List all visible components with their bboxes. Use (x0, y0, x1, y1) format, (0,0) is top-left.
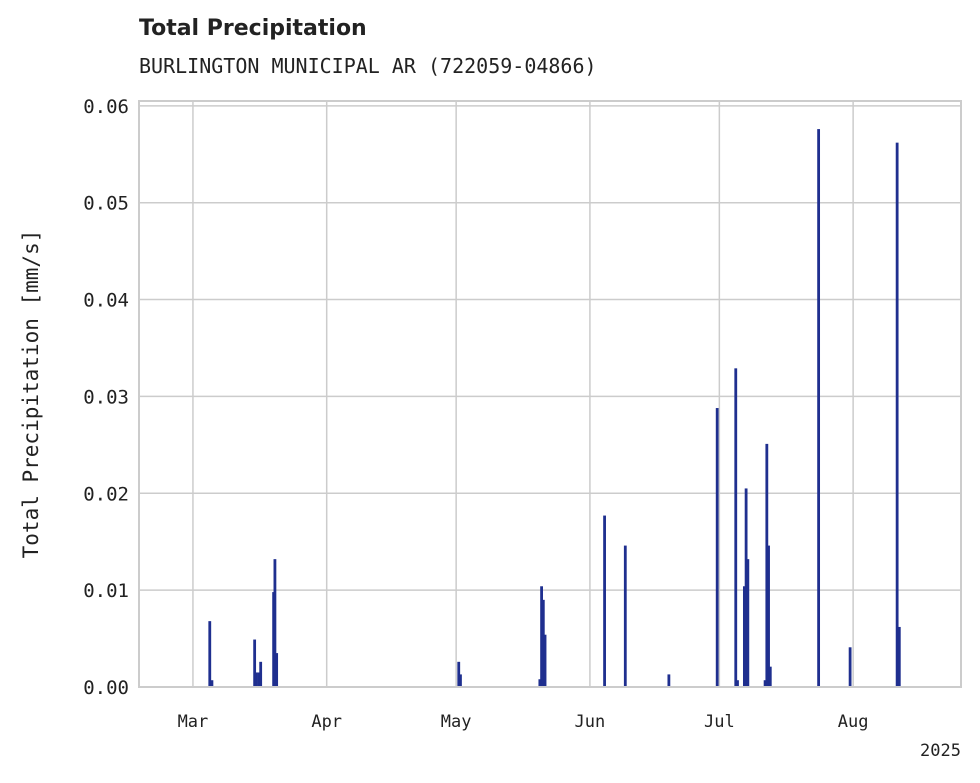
y-tick-label: 0.00 (83, 677, 129, 699)
precip-bar (767, 545, 770, 687)
y-tick-label: 0.01 (83, 580, 129, 602)
precip-bar (254, 672, 258, 687)
x-axis-ticks: Mar Apr May Jun Jul Aug (178, 712, 869, 732)
precip-bar (540, 586, 543, 687)
precip-bar (667, 674, 671, 687)
y-tick-label: 0.04 (83, 290, 129, 312)
precip-bar (623, 545, 627, 687)
precip-bar (459, 674, 462, 687)
plot-frame (138, 100, 962, 688)
precip-bar (744, 488, 748, 687)
precip-bar (768, 666, 772, 687)
precip-bar (603, 515, 606, 687)
precip-bar (538, 679, 542, 687)
y-tick-label: 0.06 (83, 96, 129, 118)
precip-bar (210, 680, 214, 687)
year-label: 2025 (920, 741, 961, 761)
x-tick-label: Aug (838, 712, 869, 732)
precip-bar (543, 634, 547, 687)
precip-bar (541, 599, 545, 687)
precip-bar (765, 443, 769, 687)
bar-series (208, 129, 901, 688)
precip-bar (746, 559, 750, 687)
grid-lines (139, 101, 961, 688)
precip-bar (742, 586, 746, 687)
precip-bar (259, 661, 263, 687)
y-axis-label: Total Precipitation [mm/s] (19, 230, 43, 559)
precip-bar (715, 408, 719, 687)
x-tick-label: Mar (178, 712, 209, 732)
precip-bar (736, 680, 739, 687)
precip-bar (817, 129, 821, 688)
precip-bar (457, 661, 461, 687)
precip-bar (208, 621, 212, 687)
x-tick-label: May (441, 712, 472, 732)
precip-bar (895, 142, 899, 687)
precip-bar (848, 647, 852, 687)
chart-subtitle: BURLINGTON MUNICIPAL AR (722059-04866) (139, 54, 597, 78)
y-tick-label: 0.05 (83, 193, 129, 215)
x-tick-label: Apr (311, 712, 342, 732)
precip-bar (253, 639, 257, 687)
precip-bar (257, 672, 261, 687)
y-tick-label: 0.03 (83, 386, 129, 408)
chart-title: Total Precipitation (139, 16, 367, 41)
precip-bar (275, 653, 279, 687)
precip-bar (273, 559, 277, 687)
x-tick-label: Jun (575, 712, 606, 732)
precip-bar (734, 368, 738, 687)
y-tick-label: 0.02 (83, 483, 129, 505)
precip-bar (763, 680, 767, 687)
y-axis-ticks: 0.00 0.01 0.02 0.03 0.04 0.05 0.06 (83, 96, 129, 699)
x-tick-label: Jul (704, 712, 735, 732)
precip-bar (897, 626, 901, 687)
